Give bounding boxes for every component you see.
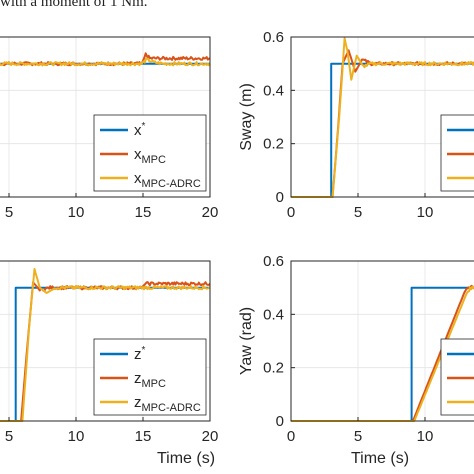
x-tick-label: 5 bbox=[5, 428, 13, 445]
x-tick-label: 15 bbox=[135, 204, 152, 221]
x-tick-label: 15 bbox=[135, 428, 152, 445]
x-axis-label: Time (s) bbox=[157, 450, 215, 467]
y-tick-label: 0.6 bbox=[263, 253, 284, 270]
x-tick-label: 10 bbox=[68, 428, 85, 445]
subplot-bottom-right: 0 5 10 0 0.2 0.4 0.6 Time (s) Yaw (rad) bbox=[238, 253, 474, 467]
x-tick-label: 20 bbox=[202, 204, 219, 221]
series-line-mpc_adrc bbox=[291, 37, 474, 198]
x-tick-label: 20 bbox=[202, 428, 219, 445]
subplot-top-right: 0 5 10 0 0.2 0.4 0.6 Sway (m) bbox=[238, 29, 474, 221]
x-tick-label: 10 bbox=[417, 204, 434, 221]
y-axis-label: Yaw (rad) bbox=[238, 307, 255, 375]
series-line-mpc_adrc bbox=[0, 268, 211, 422]
y-tick-label: 0.2 bbox=[263, 136, 284, 153]
legend-label: x* bbox=[134, 121, 146, 139]
x-tick-label: 0 bbox=[287, 428, 295, 445]
x-tick-label: 10 bbox=[68, 204, 85, 221]
legend-label: z* bbox=[134, 345, 146, 363]
x-tick-label: 0 bbox=[287, 204, 295, 221]
y-tick-label: 0.4 bbox=[263, 82, 284, 99]
x-axis-label: Time (s) bbox=[351, 450, 409, 467]
x-tick-label: 10 bbox=[417, 428, 434, 445]
x-tick-label: 5 bbox=[354, 204, 362, 221]
x-tick-label: 5 bbox=[5, 204, 13, 221]
y-tick-label: 0.4 bbox=[263, 306, 284, 323]
series-line-mpc_adrc bbox=[0, 57, 211, 67]
y-tick-label: 0.6 bbox=[263, 29, 284, 46]
figure-caption: with a moment of 1 Nm. bbox=[0, 0, 148, 10]
y-tick-label: 0 bbox=[276, 189, 284, 206]
y-axis-label: Sway (m) bbox=[238, 83, 255, 151]
y-tick-label: 0.2 bbox=[263, 360, 284, 377]
y-tick-label: 0 bbox=[276, 413, 284, 430]
x-tick-label: 5 bbox=[354, 428, 362, 445]
